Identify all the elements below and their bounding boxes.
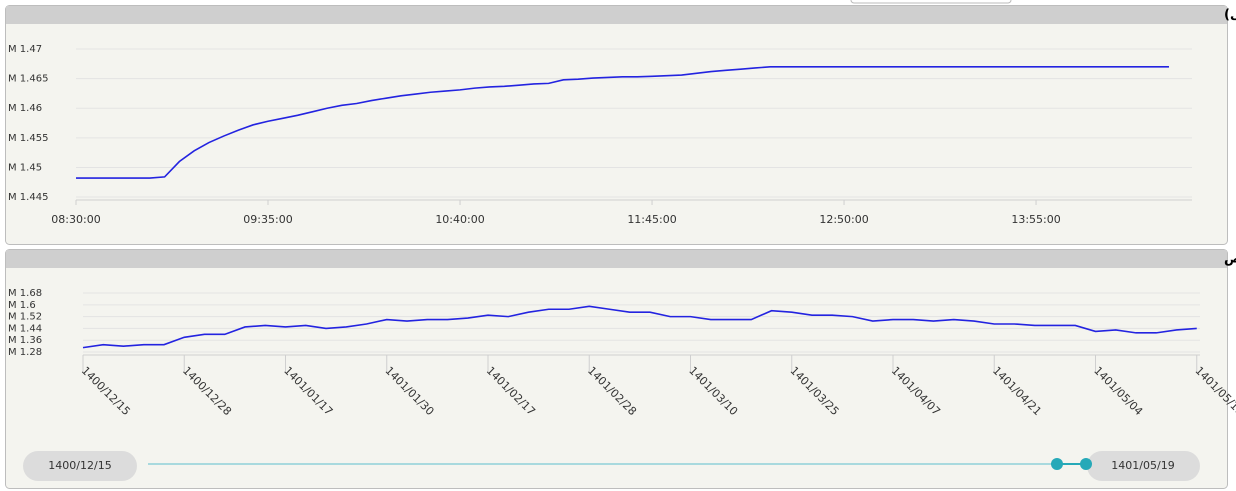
slider-start: 1400/12/15 <box>48 459 111 472</box>
x-tick-label: 12:50:00 <box>819 213 868 226</box>
x-tick-label: 13:55:00 <box>1011 213 1060 226</box>
y-tick-label: M 1.28 <box>8 347 42 358</box>
x-tick-label: 09:35:00 <box>243 213 292 226</box>
y-tick-label: M 1.6 <box>8 300 36 311</box>
y-tick-label: M 1.52 <box>8 312 42 323</box>
panel-header <box>6 250 1227 268</box>
panel-title: نمودار شاخص <box>1224 252 1236 267</box>
y-tick-label: M 1.465 <box>8 74 48 85</box>
index-line <box>82 305 1197 349</box>
panel <box>5 5 1228 245</box>
y-tick-label: M 1.44 <box>8 323 42 334</box>
x-tick-label: 11:45:00 <box>627 213 676 226</box>
slider-handle[interactable] <box>1080 458 1092 470</box>
panel-header <box>6 6 1227 24</box>
y-tick-label: M 1.45 <box>8 162 42 173</box>
y-tick-label: M 1.455 <box>8 133 48 144</box>
x-tick-label: 08:30:00 <box>51 213 100 226</box>
slider-end-label[interactable] <box>1087 451 1200 481</box>
slider-end: 1401/05/19 <box>1111 459 1174 472</box>
x-tick-label: 10:40:00 <box>435 213 484 226</box>
panel <box>5 249 1228 489</box>
y-tick-label: M 1.47 <box>8 44 42 55</box>
y-tick-label: M 1.46 <box>8 103 42 114</box>
panel-title: شاخص کل (آخرین روز معاملاتی) <box>1224 6 1236 23</box>
y-tick-label: M 1.36 <box>8 335 42 346</box>
y-tick-label: M 1.68 <box>8 288 42 299</box>
index-line <box>76 66 1169 179</box>
top-field <box>850 0 1012 4</box>
slider-start-label[interactable] <box>23 451 137 481</box>
slider-handle[interactable] <box>1051 458 1063 470</box>
y-tick-label: M 1.445 <box>8 192 48 203</box>
